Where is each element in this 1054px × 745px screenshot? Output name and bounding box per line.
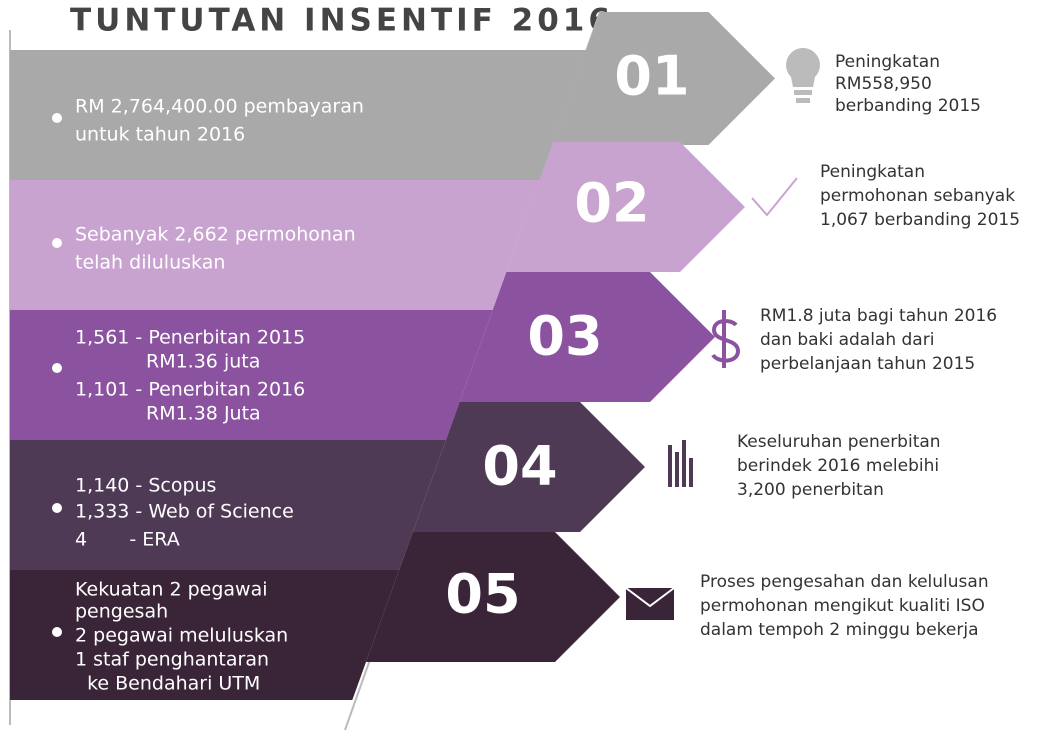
right-text: Keseluruhan penerbitan xyxy=(737,432,941,452)
right-text: Peningkatan xyxy=(835,52,940,72)
band xyxy=(10,50,587,180)
arrow xyxy=(506,142,745,272)
band xyxy=(10,310,493,440)
bullet xyxy=(52,113,62,123)
left-text: RM 2,764,400.00 pembayaran xyxy=(75,96,364,118)
left-text: pengesah xyxy=(75,601,168,623)
arrow xyxy=(412,402,645,532)
left-text: telah diluluskan xyxy=(75,252,225,274)
left-text: 1,333 - Web of Science xyxy=(75,501,294,523)
dollar-icon xyxy=(711,310,741,368)
band xyxy=(10,570,400,700)
right-text: RM558,950 xyxy=(835,74,932,94)
bullet xyxy=(52,363,62,373)
step-number: 03 xyxy=(527,305,602,368)
right-text: 3,200 penerbitan xyxy=(737,480,884,500)
left-text: 1 staf penghantaran xyxy=(75,649,269,671)
step-number: 01 xyxy=(614,45,689,108)
right-text: dan baki adalah dari xyxy=(760,330,934,350)
right-text: berbanding 2015 xyxy=(835,96,981,116)
bullet xyxy=(52,503,62,513)
left-text: 2 pegawai meluluskan xyxy=(75,625,288,647)
left-text: 1,101 - Penerbitan 2016 xyxy=(75,379,305,401)
left-text: Sebanyak 2,662 permohonan xyxy=(75,224,356,246)
arrow xyxy=(366,532,620,662)
bulb-icon xyxy=(786,48,820,103)
right-text: dalam tempoh 2 minggu bekerja xyxy=(700,620,978,640)
band xyxy=(10,440,446,570)
band xyxy=(10,180,540,310)
bullet xyxy=(52,238,62,248)
left-text: untuk tahun 2016 xyxy=(75,124,245,146)
icons xyxy=(625,48,820,620)
right-text: perbelanjaan tahun 2015 xyxy=(760,354,975,374)
left-text: RM1.36 juta xyxy=(146,351,260,373)
left-text: Kekuatan 2 pegawai xyxy=(75,579,268,601)
left-text: 4 - ERA xyxy=(75,529,180,551)
right-text: permohonan sebanyak xyxy=(820,186,1015,206)
bars-icon xyxy=(668,440,693,487)
right-text: Peningkatan xyxy=(820,162,925,182)
check-icon xyxy=(751,177,798,217)
step-number: 05 xyxy=(445,563,520,626)
bullet xyxy=(52,627,62,637)
right-text: Proses pengesahan dan kelulusan xyxy=(700,572,989,592)
left-text: 1,561 - Penerbitan 2015 xyxy=(75,327,305,349)
left-text: RM1.38 Juta xyxy=(146,403,261,425)
right-text: permohonan mengikut kualiti ISO xyxy=(700,596,985,616)
right-text: 1,067 berbanding 2015 xyxy=(820,210,1020,230)
arrow xyxy=(459,272,715,402)
right-text: berindek 2016 melebihi xyxy=(737,456,939,476)
step-number: 04 xyxy=(482,435,557,498)
left-text: 1,140 - Scopus xyxy=(75,475,216,497)
arrow xyxy=(552,12,775,145)
right-text: RM1.8 juta bagi tahun 2016 xyxy=(760,306,997,326)
title: TUNTUTAN INSENTIF 2016 xyxy=(70,3,614,39)
left-text: ke Bendahari UTM xyxy=(75,673,260,695)
step-number: 02 xyxy=(574,172,649,235)
envelope-icon xyxy=(625,587,675,620)
